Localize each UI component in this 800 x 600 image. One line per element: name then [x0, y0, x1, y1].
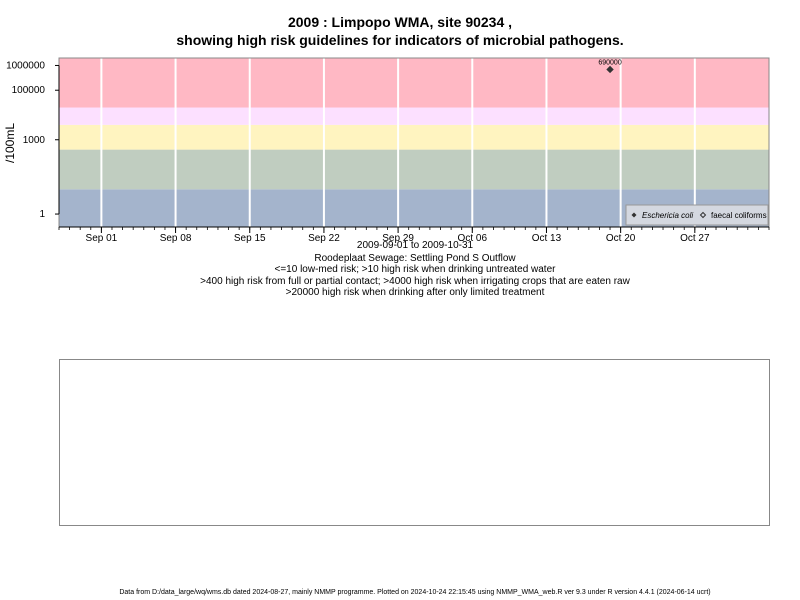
- subtitle-site-name: Roodeplaat Sewage: Settling Pond S Outfl…: [314, 253, 516, 264]
- x-tick-label-1: Sep 08: [160, 233, 192, 244]
- subtitle-guideline-1: <=10 low-med risk; >10 high risk when dr…: [274, 264, 556, 275]
- subtitle-guideline-2: >400 high risk from full or partial cont…: [200, 276, 630, 287]
- legend-marker-ecoli: [631, 212, 637, 218]
- y-tick-label-3: 1000000: [6, 60, 45, 71]
- data-point-0-0: [606, 65, 614, 74]
- empty-plot-panel: [59, 359, 770, 526]
- guideline-band-3: [59, 107, 769, 125]
- legend-label-faecal-coliforms: faecal coliforms: [711, 211, 767, 220]
- x-tick-label-0: Sep 01: [86, 233, 118, 244]
- guideline-band-4: [59, 58, 769, 108]
- legend-label-ecoli: Eschericia coli: [642, 211, 693, 220]
- chart-title-line2: showing high risk guidelines for indicat…: [176, 32, 624, 48]
- y-tick-label-2: 100000: [12, 85, 46, 96]
- legend-box: [625, 204, 769, 226]
- x-tick-label-6: Oct 13: [532, 233, 562, 244]
- y-tick-label-1: 1000: [23, 135, 46, 146]
- x-tick-label-5: Oct 06: [458, 233, 488, 244]
- subtitle-date-range: 2009-09-01 to 2009-10-31: [356, 240, 474, 251]
- x-tick-label-7: Oct 20: [606, 233, 636, 244]
- chart-title-line1: 2009 : Limpopo WMA, site 90234 ,: [287, 14, 513, 30]
- legend-marker-faecal-coliforms: [699, 211, 707, 219]
- y-tick-label-0: 1: [39, 209, 45, 220]
- guideline-band-2: [59, 124, 769, 150]
- subtitle-guideline-3: >20000 high risk when drinking after onl…: [285, 287, 545, 298]
- x-tick-label-3: Sep 22: [308, 233, 340, 244]
- guideline-band-1: [59, 149, 769, 190]
- x-tick-label-8: Oct 27: [680, 233, 710, 244]
- x-tick-label-2: Sep 15: [234, 233, 266, 244]
- y-axis-label: /100mL: [3, 123, 17, 163]
- data-label-0-0: 690000: [598, 59, 621, 66]
- x-tick-label-4: Sep 29: [382, 233, 414, 244]
- footer-note: Data from D:/data_large/wq/wms.db dated …: [119, 589, 711, 596]
- legend: Eschericia coli faecal coliforms: [625, 204, 769, 226]
